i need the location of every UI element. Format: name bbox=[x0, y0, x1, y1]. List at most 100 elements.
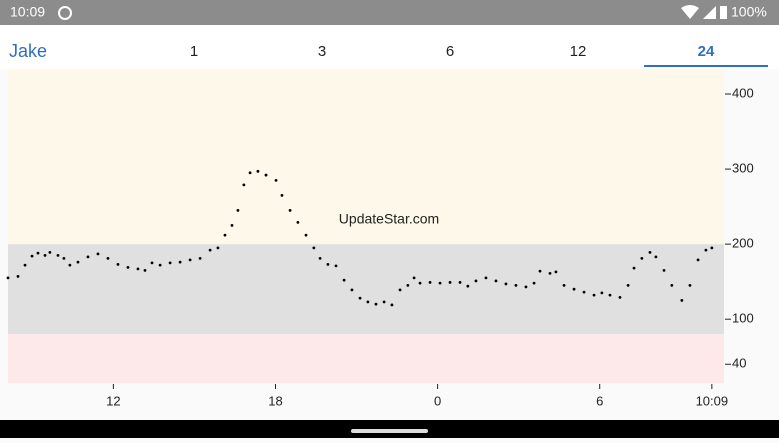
reading-dot bbox=[280, 193, 284, 197]
reading-dot bbox=[608, 293, 612, 297]
reading-dot bbox=[640, 257, 644, 260]
reading-dot bbox=[554, 270, 558, 274]
reading-dot bbox=[582, 290, 586, 294]
tab[interactable]: 3 bbox=[318, 43, 326, 60]
reading-dot bbox=[438, 281, 442, 285]
reading-dot bbox=[256, 169, 260, 173]
reading-dot bbox=[318, 257, 322, 260]
reading-dot bbox=[466, 284, 470, 288]
reading-dot bbox=[143, 269, 147, 272]
reading-dot bbox=[36, 251, 40, 255]
reading-dot bbox=[648, 250, 652, 254]
reading-dot bbox=[514, 284, 518, 287]
y-tick-label: 300 bbox=[732, 161, 754, 176]
x-tick-label: 12 bbox=[106, 393, 120, 408]
reading-dot bbox=[350, 288, 354, 292]
tab[interactable]: 1 bbox=[190, 43, 198, 60]
reading-dot bbox=[62, 257, 66, 260]
tabs: 1 3 6 12 24 bbox=[190, 43, 768, 67]
reading-dot bbox=[168, 261, 172, 265]
reading-dot bbox=[23, 263, 27, 267]
reading-dot bbox=[374, 302, 378, 306]
reading-dot bbox=[296, 220, 300, 224]
reading-dot bbox=[412, 276, 416, 280]
reading-dot bbox=[188, 258, 192, 262]
signal-icon bbox=[703, 6, 716, 19]
reading-dot bbox=[366, 300, 370, 304]
x-tick-label: 6 bbox=[596, 393, 603, 408]
reading-dot bbox=[242, 183, 246, 187]
y-tick-label: 40 bbox=[732, 356, 746, 371]
status-icon bbox=[58, 6, 72, 20]
reading-dot bbox=[494, 279, 498, 283]
tab[interactable]: 12 bbox=[570, 43, 587, 60]
status-battery: 100% bbox=[731, 4, 767, 20]
reading-dot bbox=[326, 263, 330, 266]
reading-dot bbox=[448, 281, 452, 284]
reading-dot bbox=[662, 269, 666, 272]
reading-dot bbox=[428, 281, 432, 284]
reading-dot bbox=[704, 248, 708, 252]
high-band bbox=[8, 70, 724, 245]
reading-dot bbox=[43, 253, 47, 257]
reading-dot bbox=[696, 258, 700, 262]
reading-dot bbox=[198, 257, 202, 260]
reading-dot bbox=[48, 250, 52, 254]
reading-dot bbox=[216, 246, 220, 250]
home-handle[interactable] bbox=[351, 429, 428, 433]
reading-dot bbox=[524, 285, 528, 289]
reading-dot bbox=[96, 252, 100, 256]
x-tick-label: 0 bbox=[434, 393, 441, 408]
reading-dot bbox=[158, 263, 162, 267]
tab-indicator bbox=[644, 65, 768, 67]
reading-dot bbox=[304, 233, 308, 237]
tab[interactable]: 24 bbox=[698, 43, 715, 60]
status-bar bbox=[0, 0, 779, 25]
target-band bbox=[8, 244, 724, 335]
low-band bbox=[8, 334, 724, 383]
reading-dot bbox=[30, 254, 34, 258]
reading-dot bbox=[572, 287, 576, 291]
reading-dot bbox=[358, 296, 362, 300]
reading-dot bbox=[248, 171, 252, 175]
reading-dot bbox=[548, 272, 552, 275]
reading-dot bbox=[6, 276, 10, 280]
user-name[interactable]: Jake bbox=[9, 41, 47, 61]
chart: UpdateStar.com 400 300 200 100 40 12 18 0 6 10:09 bbox=[6, 70, 754, 408]
reading-dot bbox=[406, 284, 410, 287]
tab[interactable]: 6 bbox=[446, 43, 454, 60]
reading-dot bbox=[532, 281, 536, 285]
wifi-icon bbox=[681, 5, 699, 19]
reading-dot bbox=[562, 284, 566, 287]
reading-dot bbox=[274, 178, 278, 182]
watermark: UpdateStar.com bbox=[339, 211, 439, 227]
reading-dot bbox=[618, 296, 622, 299]
reading-dot bbox=[484, 276, 488, 280]
reading-dot bbox=[710, 246, 714, 250]
reading-dot bbox=[116, 263, 120, 266]
reading-dot bbox=[288, 208, 292, 212]
reading-dot bbox=[670, 284, 674, 287]
tab-bar bbox=[0, 25, 779, 69]
reading-dot bbox=[418, 281, 422, 285]
reading-dot bbox=[136, 267, 140, 271]
reading-dot bbox=[458, 281, 462, 284]
x-tick-label: 10:09 bbox=[696, 393, 729, 408]
reading-dot bbox=[538, 269, 542, 273]
reading-dot bbox=[342, 278, 346, 282]
reading-dot bbox=[626, 284, 630, 287]
reading-dot bbox=[264, 173, 268, 177]
reading-dot bbox=[68, 263, 72, 267]
reading-dot bbox=[223, 233, 227, 237]
reading-dot bbox=[680, 299, 684, 302]
reading-dot bbox=[632, 266, 636, 270]
reading-dot bbox=[106, 257, 110, 260]
reading-dot bbox=[592, 293, 596, 297]
reading-dot bbox=[236, 208, 240, 212]
y-tick-label: 200 bbox=[732, 236, 754, 251]
y-tick-label: 100 bbox=[732, 311, 754, 326]
reading-dot bbox=[474, 279, 478, 283]
reading-dot bbox=[16, 275, 20, 278]
reading-dot bbox=[688, 284, 692, 287]
